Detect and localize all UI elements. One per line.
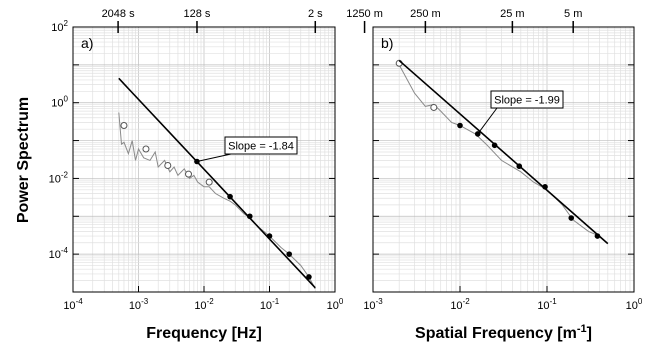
x-tick-label: 10-3 xyxy=(129,297,149,312)
x-tick-label: 10-2 xyxy=(194,297,214,312)
panel-b: 10-3 10-2 10-1 100 1250 m 250 m 25 m 5 m b) Sl… xyxy=(346,8,643,342)
x-tick-label: 100 xyxy=(626,297,643,312)
top-axis-label: 5 m xyxy=(564,8,582,20)
x-tick-label: 10-1 xyxy=(260,297,280,312)
panel-b-x-axis-title: Spatial Frequency [m-1] xyxy=(415,323,592,342)
panel-b-x-axis-title-main: Spatial Frequency [m xyxy=(415,325,577,342)
panel-a-fit-line xyxy=(118,77,316,289)
x-tick-label: 10-4 xyxy=(63,297,83,312)
y-tick-label: 100 xyxy=(51,95,68,110)
panel-a-open-marker xyxy=(205,178,213,186)
panel-a: 10-4 10-3 10-2 10-1 100 10-4 10-2 100 102 2048 … xyxy=(49,8,344,342)
x-tick-label: 100 xyxy=(327,297,344,312)
panel-b-leader-line xyxy=(477,107,498,135)
y-tick-label: 102 xyxy=(51,19,68,34)
panel-b-ticks xyxy=(372,26,635,293)
panel-b-label: b) xyxy=(381,35,393,51)
top-axis-label: 25 m xyxy=(500,8,524,20)
panel-b-filled-marker xyxy=(542,184,548,190)
panel-b-x-axis-title-sup: -1 xyxy=(577,323,587,335)
panel-b-grid xyxy=(372,27,634,293)
panel-a-filled-marker xyxy=(227,193,233,200)
panel-b-fit-line xyxy=(398,59,609,245)
panel-a-top-axis-labels: 2048 s 128 s 2 s xyxy=(102,8,323,33)
panel-a-x-tick-labels: 10-4 10-3 10-2 10-1 100 xyxy=(63,297,344,312)
panel-b-slope-annotation: Slope = -1.99 xyxy=(477,90,564,135)
x-tick-label: 10-1 xyxy=(537,297,557,312)
panel-a-grid xyxy=(72,27,335,293)
panel-a-slope-text: Slope = -1.84 xyxy=(228,141,294,153)
panel-a-slope-annotation: Slope = -1.84 xyxy=(196,136,298,162)
panel-b-filled-marker xyxy=(457,122,463,129)
panel-a-open-marker xyxy=(164,161,172,169)
panel-a-open-marker xyxy=(120,122,128,130)
panel-a-x-axis-title: Frequency [Hz] xyxy=(146,325,262,342)
x-tick-label: 10-2 xyxy=(450,297,470,312)
panel-b-x-tick-labels: 10-3 10-2 10-1 100 xyxy=(363,297,643,312)
panel-a-leader-line xyxy=(196,153,232,162)
panel-a-spectrum-line xyxy=(118,112,316,290)
panel-a-filled-marker xyxy=(246,213,253,220)
panel-b-open-marker xyxy=(430,103,438,111)
panel-a-ticks xyxy=(72,26,336,293)
panel-a-series xyxy=(118,77,316,290)
y-tick-label: 10-2 xyxy=(49,170,69,185)
panel-a-open-marker xyxy=(185,170,193,178)
panel-a-slope-box xyxy=(224,136,298,155)
panel-a-label: a) xyxy=(81,35,93,51)
panel-b-series xyxy=(395,59,609,245)
top-axis-label: 1250 m xyxy=(346,8,383,20)
panel-a-filled-marker xyxy=(266,233,273,239)
panel-b-filled-marker xyxy=(491,142,498,149)
top-axis-label: 128 s xyxy=(184,8,211,20)
panel-b-top-axis-labels: 1250 m 250 m 25 m 5 m xyxy=(346,8,582,33)
top-axis-label: 250 m xyxy=(410,8,441,20)
panel-b-x-axis-title-close: ] xyxy=(587,325,592,342)
panel-b-frame xyxy=(372,26,635,293)
panel-a-open-marker xyxy=(142,145,150,153)
panel-a-filled-marker xyxy=(286,251,293,257)
panel-b-filled-marker xyxy=(594,233,601,239)
x-tick-label: 10-3 xyxy=(363,297,383,312)
y-axis-title: Power Spectrum xyxy=(15,97,32,223)
top-axis-label: 2 s xyxy=(308,8,323,20)
top-axis-label: 2048 s xyxy=(102,8,136,20)
panel-b-spectrum-line xyxy=(398,64,600,237)
panel-b-filled-marker xyxy=(568,215,575,221)
panel-b-slope-box xyxy=(490,90,564,109)
y-tick-label: 10-4 xyxy=(49,246,69,261)
panel-b-filled-marker xyxy=(516,163,523,170)
panel-a-filled-marker xyxy=(306,274,312,280)
panel-b-slope-text: Slope = -1.99 xyxy=(494,95,560,107)
panel-a-y-tick-labels: 10-4 10-2 100 102 xyxy=(49,19,69,261)
